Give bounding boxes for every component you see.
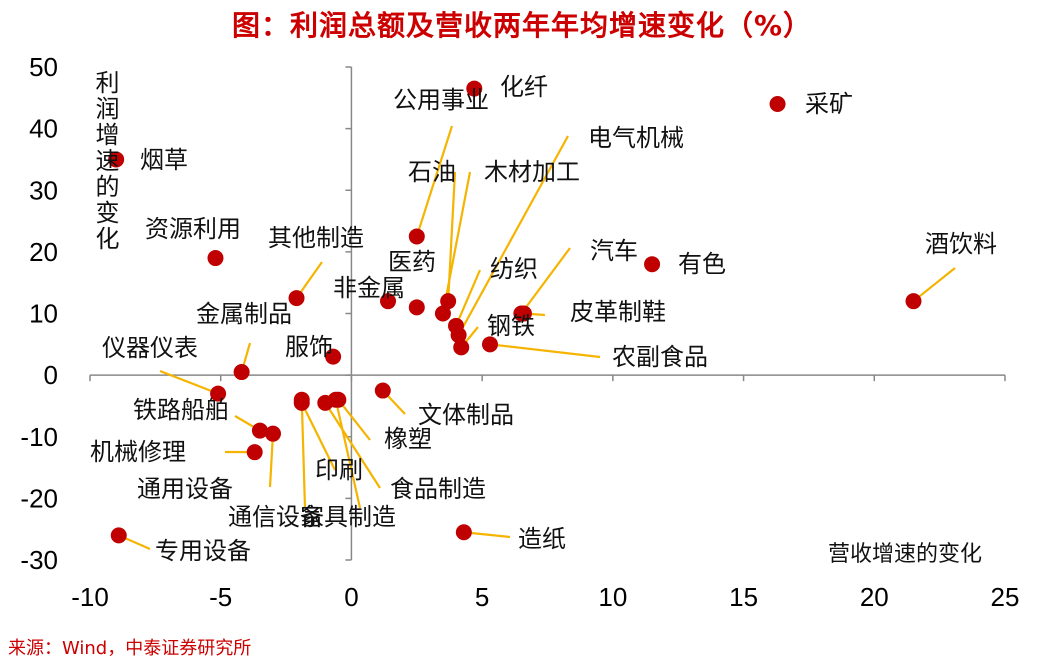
x-tick-label: -5 — [209, 582, 232, 612]
point-label: 石油 — [408, 158, 456, 186]
leader-line — [324, 402, 381, 489]
x-tick-label: 25 — [991, 582, 1020, 612]
data-point — [448, 317, 464, 334]
point-label: 印刷 — [315, 456, 363, 484]
y-axis-label: 利润增速的变化 — [91, 70, 119, 252]
source-note: 来源：Wind，中泰证券研究所 — [8, 638, 252, 659]
y-tick-label: 30 — [29, 175, 58, 205]
x-tick-label: 15 — [729, 582, 758, 612]
data-point — [325, 348, 342, 365]
data-point — [408, 228, 425, 245]
y-tick-label: -10 — [20, 422, 58, 452]
data-point — [380, 293, 397, 310]
data-point — [481, 336, 498, 353]
leader-line — [520, 247, 571, 315]
y-tick-label: 10 — [29, 299, 58, 329]
point-label: 通用设备 — [137, 475, 233, 503]
point-label: 铁路船舶 — [133, 396, 229, 424]
y-tick-label: 0 — [44, 360, 58, 390]
leader-line — [454, 269, 482, 327]
leader-line — [441, 171, 472, 314]
data-points — [108, 80, 922, 544]
point-label: 非金属 — [333, 274, 405, 302]
data-point — [293, 391, 310, 408]
point-label: 钢铁 — [487, 312, 535, 340]
point-label: 资源利用 — [145, 215, 241, 243]
y-tick-label: -20 — [20, 483, 58, 513]
point-label: 造纸 — [518, 525, 566, 553]
data-point — [327, 391, 344, 408]
point-label: 金属制品 — [196, 300, 292, 328]
point-label: 有色 — [678, 250, 726, 278]
axes: -10 -5 0 5 10 15 20 25 -30 -20 -10 0 10 20 30 40 50 — [20, 52, 1019, 612]
point-label: 家具制造 — [300, 503, 396, 531]
leader-line — [457, 135, 569, 336]
x-tick-label: 10 — [598, 582, 627, 612]
y-tick-label: -30 — [20, 545, 58, 575]
leader-line — [334, 399, 362, 509]
leader-lines — [118, 125, 956, 551]
data-point — [455, 524, 472, 541]
leader-line — [300, 399, 307, 509]
x-tick-label: 0 — [344, 582, 358, 612]
point-label: 公用事业 — [393, 86, 489, 114]
point-label: 文体制品 — [418, 401, 514, 429]
data-point — [440, 293, 457, 310]
point-label: 食品制造 — [390, 475, 486, 503]
x-axis-label: 营收增速的变化 — [828, 542, 983, 567]
y-tick-label: 40 — [29, 114, 58, 144]
point-label: 汽车 — [590, 237, 638, 265]
leader-line — [159, 369, 219, 395]
data-point — [210, 385, 227, 402]
data-point — [374, 382, 391, 399]
data-point — [233, 364, 250, 381]
point-label: 机械修理 — [90, 438, 186, 466]
point-label: 仪器仪表 — [102, 334, 198, 362]
x-tick-label: -10 — [71, 582, 109, 612]
data-point — [207, 250, 224, 267]
chart-title: 图：利润总额及营收两年年均增速变化（%） — [231, 9, 813, 42]
point-label: 通信设备 — [228, 503, 324, 531]
point-label: 其他制造 — [268, 224, 364, 252]
leader-line — [268, 433, 275, 488]
data-point — [408, 299, 425, 316]
leader-line — [415, 125, 454, 237]
point-label: 医药 — [388, 248, 436, 276]
point-label: 电气机械 — [588, 124, 684, 152]
y-tick-label: 20 — [29, 237, 58, 267]
leader-line — [337, 399, 371, 441]
point-label: 酒饮料 — [925, 230, 997, 258]
leader-line — [489, 343, 601, 359]
point-label: 服饰 — [285, 333, 333, 361]
leader-line — [912, 267, 956, 303]
data-point — [466, 80, 483, 97]
point-label: 皮革制鞋 — [570, 298, 666, 326]
data-point — [108, 151, 125, 168]
point-label: 农副食品 — [612, 343, 708, 371]
data-point — [265, 425, 281, 442]
x-tick-label: 5 — [475, 582, 489, 612]
point-label: 木材加工 — [484, 158, 580, 186]
point-label: 专用设备 — [155, 537, 251, 565]
data-point — [288, 290, 305, 307]
data-point — [453, 339, 470, 356]
data-point — [110, 527, 127, 544]
point-label: 化纤 — [500, 73, 548, 101]
point-label: 采矿 — [805, 90, 853, 118]
data-point — [905, 293, 922, 310]
data-point — [246, 444, 263, 461]
data-point — [515, 305, 532, 322]
point-label: 橡塑 — [384, 425, 432, 453]
point-label: 纺织 — [490, 255, 538, 283]
data-point — [644, 256, 661, 273]
data-point — [434, 305, 451, 322]
data-point — [251, 422, 268, 439]
leader-line — [300, 402, 336, 471]
x-tick-label: 20 — [860, 582, 889, 612]
data-point — [769, 95, 786, 112]
point-label: 烟草 — [140, 146, 188, 174]
y-tick-label: 50 — [29, 52, 58, 82]
